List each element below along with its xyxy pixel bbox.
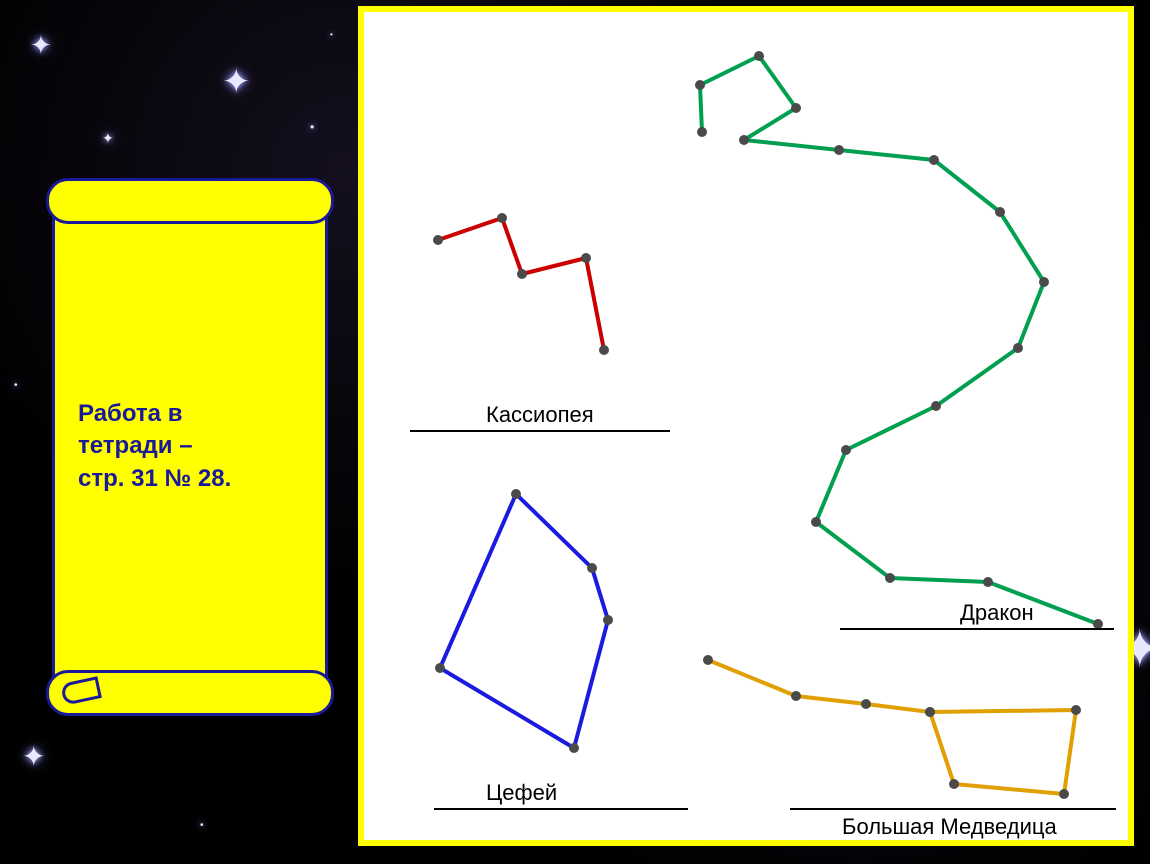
- constellation-draco-underline: [840, 628, 1114, 630]
- scroll-line-1: Работа в: [78, 398, 308, 430]
- constellation-draco-star: [695, 80, 705, 90]
- constellation-cassiopeia-star: [517, 269, 527, 279]
- constellation-ursa_major-underline: [790, 808, 1116, 810]
- constellation-cassiopeia-underline: [410, 430, 670, 432]
- constellation-draco-star: [841, 445, 851, 455]
- constellation-cassiopeia-label: Кассиопея: [486, 402, 594, 428]
- constellation-draco-star: [995, 207, 1005, 217]
- constellation-cepheus-label: Цефей: [486, 780, 557, 806]
- scroll-top-roll: [46, 178, 334, 224]
- constellation-draco-star: [885, 573, 895, 583]
- constellation-svg: [364, 12, 1128, 840]
- constellation-draco-star: [754, 51, 764, 61]
- constellation-ursa_major-star: [1071, 705, 1081, 715]
- constellation-draco-star: [1039, 277, 1049, 287]
- constellation-cassiopeia-lines: [438, 218, 604, 350]
- constellation-cepheus-star: [587, 563, 597, 573]
- constellation-draco-label: Дракон: [960, 600, 1034, 626]
- constellation-draco-star: [931, 401, 941, 411]
- constellation-cassiopeia-star: [433, 235, 443, 245]
- constellation-ursa_major-star: [791, 691, 801, 701]
- constellation-draco-star: [791, 103, 801, 113]
- constellation-ursa_major-lines: [708, 660, 1076, 794]
- scroll-text: Работа в тетради – стр. 31 № 28.: [78, 398, 308, 495]
- constellation-ursa_major-star: [949, 779, 959, 789]
- constellation-ursa_major-star: [925, 707, 935, 717]
- constellation-draco-star: [697, 127, 707, 137]
- constellation-cepheus-star: [569, 743, 579, 753]
- constellation-cepheus-star: [603, 615, 613, 625]
- scroll-line-2: тетради –: [78, 430, 308, 462]
- constellation-cassiopeia-star: [497, 213, 507, 223]
- constellation-cepheus-star: [435, 663, 445, 673]
- constellation-ursa_major-star: [1059, 789, 1069, 799]
- constellation-cassiopeia-star: [581, 253, 591, 263]
- constellation-cassiopeia-star: [599, 345, 609, 355]
- constellation-draco-star: [739, 135, 749, 145]
- constellation-ursa_major-label: Большая Медведица: [842, 814, 1057, 840]
- constellation-ursa_major-star: [861, 699, 871, 709]
- constellation-cepheus-star: [511, 489, 521, 499]
- constellation-draco-star: [834, 145, 844, 155]
- constellation-draco-star: [811, 517, 821, 527]
- constellation-draco-star: [1013, 343, 1023, 353]
- constellation-ursa_major-star: [703, 655, 713, 665]
- scroll-note: Работа в тетради – стр. 31 № 28.: [52, 178, 328, 716]
- constellation-cepheus-lines: [440, 494, 608, 748]
- constellation-draco-lines: [700, 56, 1098, 624]
- constellation-draco-star: [929, 155, 939, 165]
- constellation-draco-star: [983, 577, 993, 587]
- constellation-cepheus-underline: [434, 808, 688, 810]
- scroll-line-3: стр. 31 № 28.: [78, 463, 308, 495]
- constellation-diagram-panel: Кассиопея Дракон Цефей Большая Медведица: [358, 6, 1134, 846]
